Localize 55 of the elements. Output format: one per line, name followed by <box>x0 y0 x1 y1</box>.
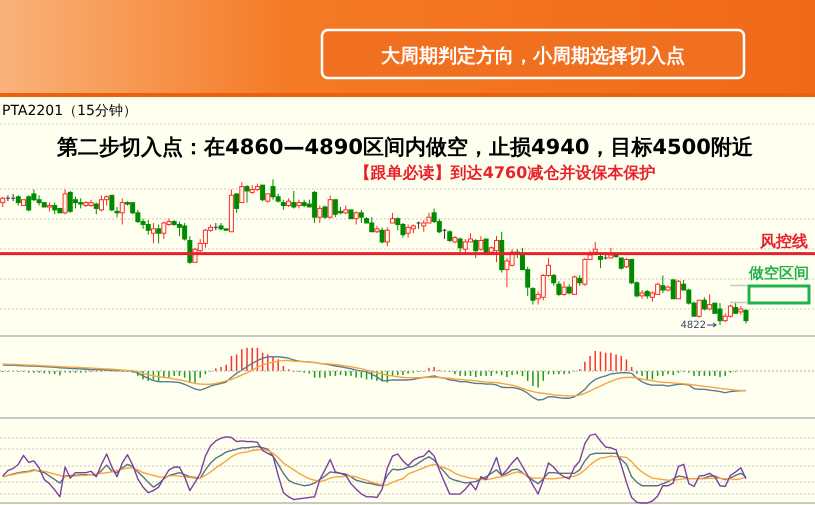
candlestick <box>234 193 240 214</box>
candlestick <box>530 286 536 306</box>
candlestick <box>358 209 364 224</box>
candlestick <box>733 301 738 314</box>
annotation: 4822 <box>680 320 706 331</box>
candlestick <box>447 230 452 242</box>
candlestick <box>239 182 244 204</box>
candlestick <box>354 210 359 225</box>
candlestick <box>328 194 333 220</box>
candlestick <box>556 280 562 296</box>
candlestick <box>260 184 266 202</box>
candlestick <box>670 279 676 300</box>
candlestick <box>660 274 666 294</box>
candlestick <box>484 238 489 253</box>
text: 第二步切入点：在4860—4890区间内做空，止损4940，目标4500附近 <box>56 135 753 159</box>
candlestick <box>213 222 218 231</box>
candlestick <box>744 308 748 324</box>
candlestick <box>384 226 390 247</box>
candlestick <box>696 300 702 318</box>
chart-title: 大周期判定方向，小周期选择切入点 <box>381 45 685 67</box>
candlestick <box>109 194 114 212</box>
candlestick <box>322 205 328 220</box>
candlestick <box>702 296 707 311</box>
candlestick <box>380 226 385 244</box>
candlestick <box>478 236 484 252</box>
candlestick <box>624 257 629 269</box>
candlestick <box>150 222 156 244</box>
candlestick <box>16 194 21 206</box>
candlestick <box>572 274 577 295</box>
candlestick <box>442 228 448 240</box>
candlestick <box>707 294 712 311</box>
candlestick <box>562 280 567 296</box>
candlestick <box>156 224 162 244</box>
candlestick <box>0 196 6 208</box>
candlestick <box>62 189 68 215</box>
candlestick <box>114 206 120 218</box>
text: 做空区间 <box>748 264 809 282</box>
candlestick <box>280 199 286 210</box>
annotation: 【跟单必读】到达4760减仓并设保本保护 <box>354 163 656 182</box>
candlestick <box>577 274 582 286</box>
candlestick <box>618 257 624 270</box>
candlestick <box>566 284 572 295</box>
candlestick <box>120 198 125 225</box>
candlestick <box>676 279 681 300</box>
chart-subtitle: PTA2201（15分钟） <box>2 103 137 119</box>
candlestick <box>458 237 463 253</box>
candlestick <box>390 212 396 224</box>
candlestick <box>317 205 322 224</box>
candlestick <box>473 238 478 258</box>
ref-line-label: 风控线 <box>759 232 808 251</box>
candlestick <box>244 184 250 204</box>
candlestick <box>416 221 422 230</box>
candlestick <box>291 190 296 209</box>
candlestick <box>94 202 99 215</box>
candlestick <box>551 274 556 286</box>
